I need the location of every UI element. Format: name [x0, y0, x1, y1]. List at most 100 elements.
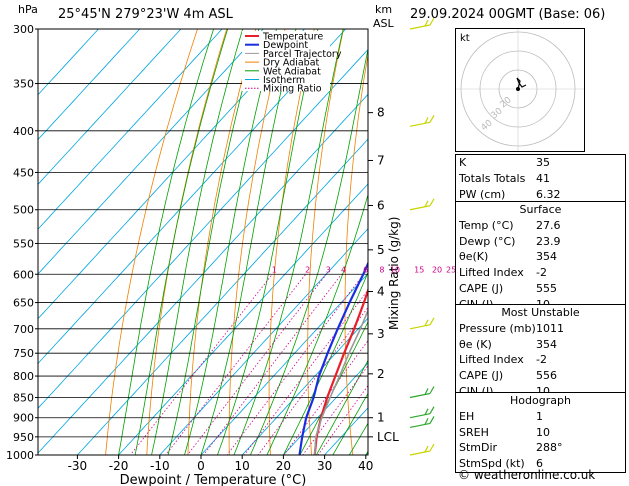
mixing-ratio-label: 10	[390, 265, 400, 274]
wind-barb-feather	[429, 416, 435, 424]
mu-value: 1011	[536, 321, 564, 335]
wind-barb-feather	[424, 19, 429, 27]
mixing-ratio-label: 2	[305, 265, 310, 274]
temp-tick-label: -30	[68, 459, 88, 473]
wind-barb	[409, 317, 435, 330]
index-key: PW (cm)	[459, 187, 506, 201]
pressure-unit-label: hPa	[18, 3, 38, 16]
height-unit-km: km	[375, 3, 393, 16]
height-unit-asl: ASL	[373, 17, 394, 30]
legend-label: Dewpoint	[263, 40, 308, 51]
mixing-ratio-label: 1	[272, 265, 277, 274]
height-tick-label: 2	[377, 367, 385, 381]
temp-tick-label: 20	[276, 459, 291, 473]
temp-tick-label: -10	[150, 459, 170, 473]
indices-table: K 35 Totals Totals 41 PW (cm) 6.32	[455, 154, 626, 204]
legend-label: Temperature	[262, 32, 323, 43]
height-tick-label: 8	[377, 106, 385, 120]
surface-value: 27.6	[536, 218, 561, 232]
pressure-tick-label: 700	[13, 323, 34, 336]
wet-adiabat-line	[118, 29, 215, 455]
pressure-tick-label: 500	[13, 204, 34, 217]
height-tick-label: 6	[377, 198, 385, 212]
index-key: Totals Totals	[459, 171, 526, 185]
mixing-ratio-axis-label: Mixing Ratio (g/kg)	[387, 217, 401, 330]
isotherm-line	[241, 317, 368, 455]
hodograph-panel: kt 40 30 20	[455, 28, 585, 152]
date-label: 29.09.2024 00GMT (Base: 06)	[410, 7, 606, 22]
hodo-key: SREH	[459, 425, 489, 439]
mu-key: θe (K)	[459, 337, 492, 351]
mu-key: CAPE (J)	[459, 369, 504, 383]
wind-barb-feather	[429, 386, 435, 394]
legend-bg	[242, 31, 330, 91]
surface-table: Surface Temp (°C) 27.6 Dewp (°C) 23.9 θe(K…	[455, 201, 626, 314]
wind-barb-feather	[429, 17, 435, 26]
surface-key: θe(K)	[459, 250, 489, 264]
wind-barb-feather	[424, 319, 429, 327]
wind-barb	[409, 115, 435, 127]
mixing-ratio-line	[302, 364, 368, 455]
index-value: 41	[536, 171, 550, 185]
mixing-ratio-line	[243, 289, 368, 455]
temp-tick-label: 10	[235, 459, 250, 473]
mixing-ratio-line	[186, 274, 327, 455]
mixing-ratio-line	[129, 274, 273, 455]
isotherm-line	[38, 29, 223, 230]
pressure-tick-label: 550	[13, 237, 34, 250]
pressure-tick-label: 1000	[6, 449, 34, 462]
mixing-ratio-line	[203, 274, 342, 455]
hodo-key: StmDir	[459, 441, 498, 455]
hodograph-plot: kt 40 30 20	[456, 29, 584, 151]
isotherm-line	[38, 29, 264, 275]
wind-barb-staff	[409, 450, 431, 456]
pressure-tick-label: 450	[13, 166, 34, 179]
hodograph-table-title: Hodograph	[510, 394, 571, 407]
temp-tick-label: 0	[197, 459, 205, 473]
wet-adiabat-line	[299, 321, 368, 455]
wind-barb-feather	[424, 388, 429, 395]
legend-label: Isotherm	[263, 75, 305, 86]
surface-value: -2	[536, 266, 547, 280]
mixing-ratio-line	[257, 306, 368, 455]
pressure-tick-label: 800	[13, 370, 34, 383]
wind-barb	[409, 198, 435, 211]
hodo-ring-label: 40	[480, 118, 495, 133]
index-key: K	[459, 156, 467, 169]
profile-temperature	[313, 287, 368, 455]
wind-barb-feather	[429, 406, 435, 415]
surface-key: Dewp (°C)	[459, 234, 516, 248]
mixing-ratio-label: 25	[446, 265, 456, 274]
surface-key: CAPE (J)	[459, 281, 504, 295]
height-tick-label: LCL	[377, 430, 399, 444]
hodo-key: EH	[459, 409, 475, 423]
hodo-center	[516, 87, 520, 91]
hodo-unit: kt	[460, 33, 470, 44]
mixing-ratio-label: 3	[326, 265, 331, 274]
hodo-value: 10	[536, 425, 550, 439]
most-unstable-table: Most Unstable Pressure (mb) 1011 θe (K) 35…	[455, 304, 626, 401]
wind-barb-staff	[409, 24, 431, 30]
wind-barb-feather	[424, 418, 429, 425]
dry-adiabat-line	[105, 29, 198, 455]
isotherm-line	[38, 29, 347, 365]
pressure-tick-label: 350	[13, 78, 34, 91]
pressure-tick-label: 300	[13, 23, 34, 36]
isotherm-line	[324, 407, 368, 455]
wet-adiabat-line	[134, 29, 229, 455]
wind-barb	[409, 386, 435, 399]
height-tick-label: 5	[377, 243, 385, 257]
wind-barb-feather	[424, 200, 429, 208]
mixing-ratio-label: 15	[414, 265, 424, 274]
isotherm-line	[38, 29, 182, 185]
x-axis-label: Dewpoint / Temperature (°C)	[120, 473, 307, 486]
pressure-tick-label: 600	[13, 268, 34, 281]
temp-tick-label: 40	[358, 459, 373, 473]
mu-key: Lifted Index	[459, 353, 524, 367]
wind-barb-staff	[409, 422, 431, 429]
pressure-tick-label: 900	[13, 412, 34, 425]
hodo-value: 288°	[536, 441, 563, 455]
wind-barb-feather	[429, 317, 435, 326]
